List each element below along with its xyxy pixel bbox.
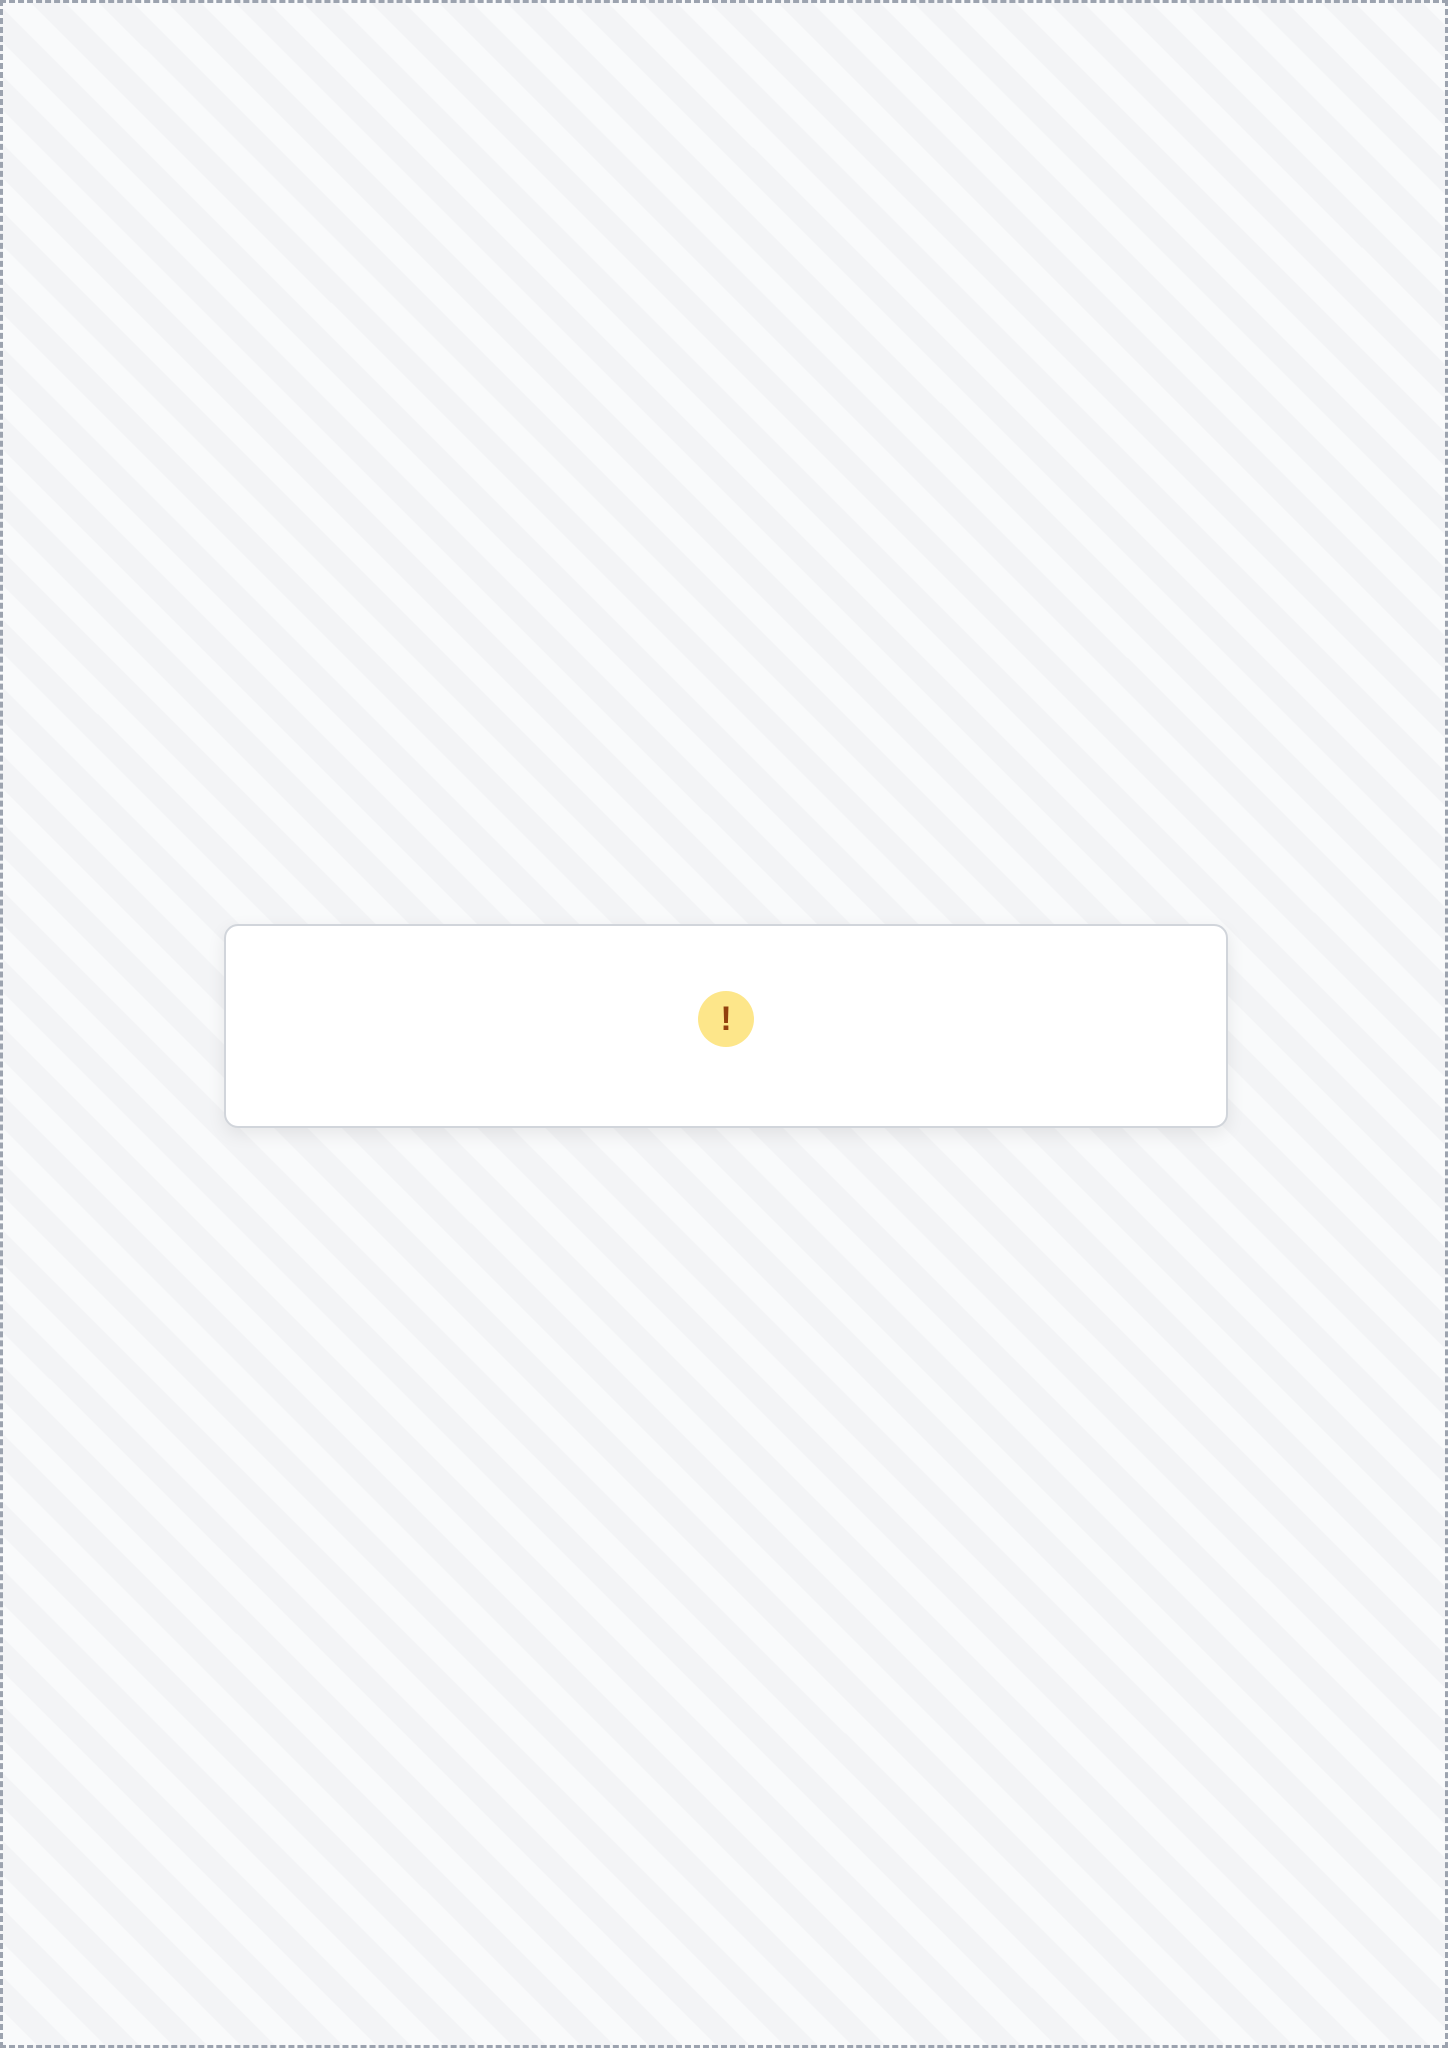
notice-panel: ! [224, 924, 1228, 1128]
warning-icon: ! [698, 991, 754, 1047]
